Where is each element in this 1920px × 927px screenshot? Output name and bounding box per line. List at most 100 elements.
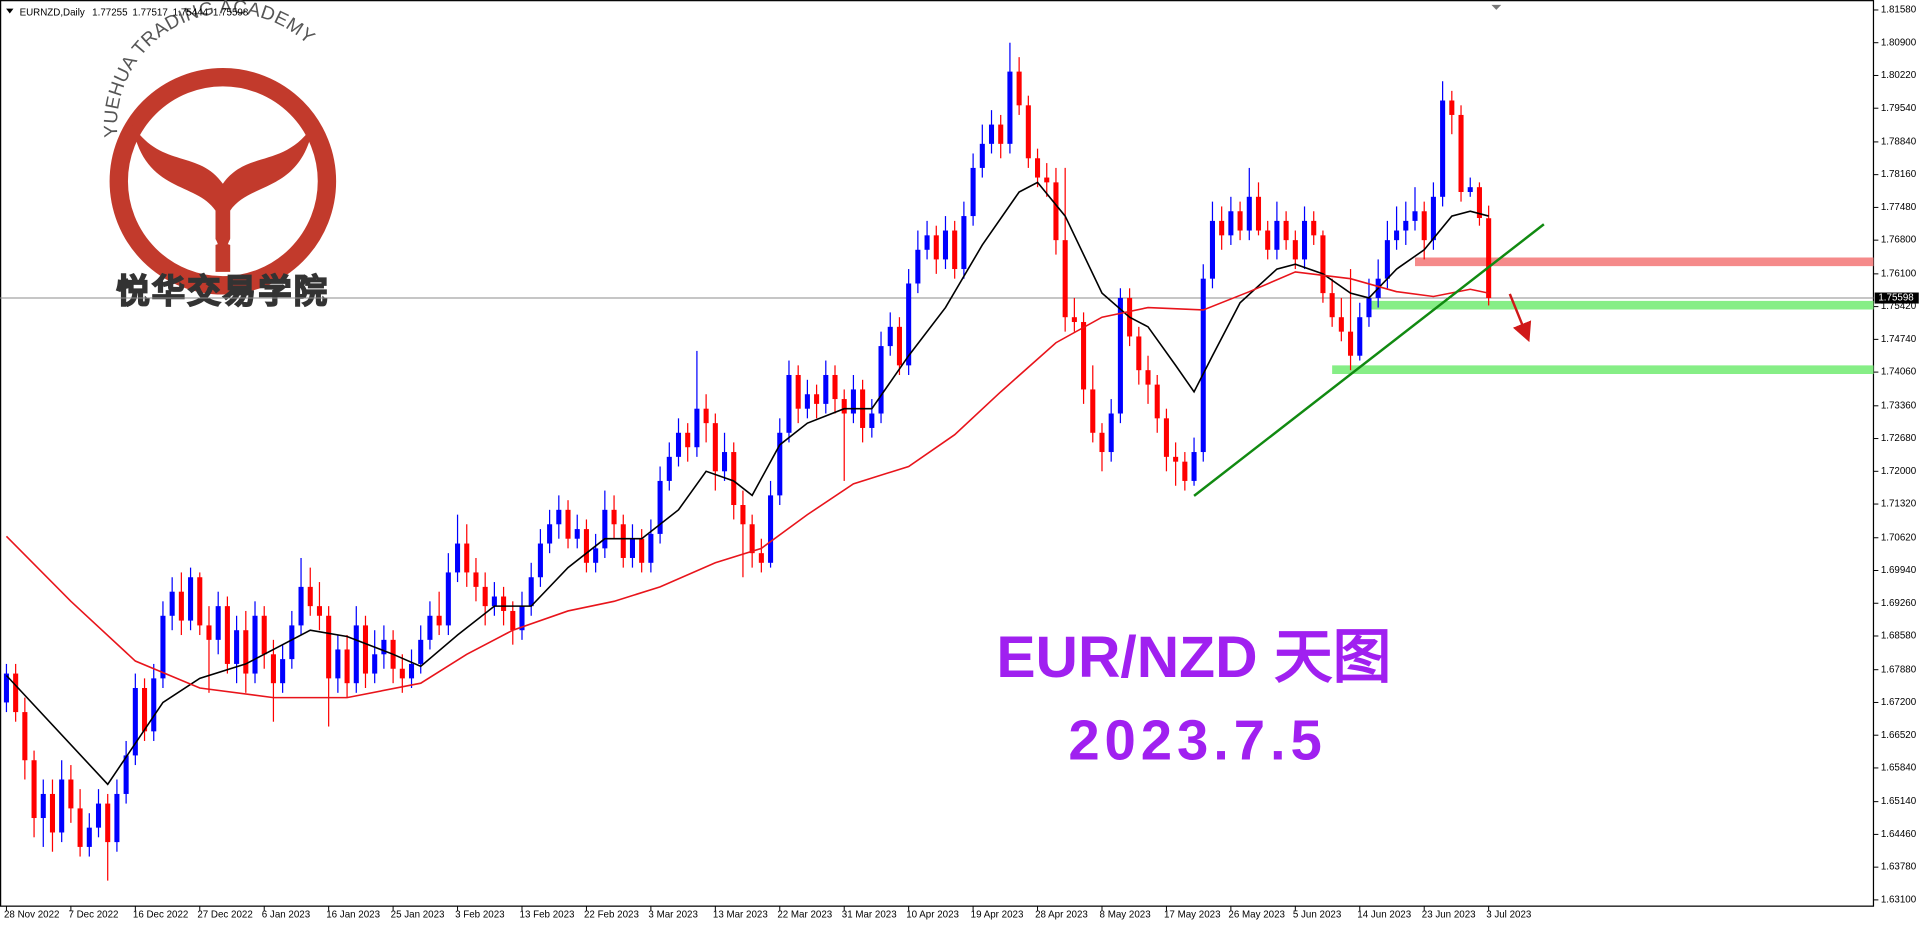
candle-body [427,615,433,640]
current-price-label: 1.75598 [1878,293,1914,304]
y-tick-label: 1.73360 [1881,400,1917,411]
candle-body [1394,230,1400,241]
candle-body [160,615,166,679]
candle-body [685,432,691,448]
y-tick-label: 1.70620 [1881,532,1917,543]
candle-body [298,586,304,626]
candle-body [1265,230,1271,250]
candle-body [95,803,102,828]
x-tick-label: 7 Dec 2022 [68,909,118,920]
candle-body [1467,187,1473,192]
candle-body [169,591,175,616]
x-tick-label: 3 Mar 2023 [648,909,698,920]
candle-body [464,543,470,573]
y-tick-label: 1.68580 [1881,631,1917,642]
candle-body [611,509,617,525]
candle-body [1274,220,1280,250]
x-tick-label: 28 Nov 2022 [4,909,59,920]
candle-body [510,610,516,631]
y-tick-label: 1.67200 [1881,697,1917,708]
candle-body [896,326,902,366]
x-tick-label: 26 May 2023 [1228,909,1285,920]
candle-body [1384,240,1390,279]
candle-body [1486,218,1492,299]
candle-body [289,625,295,660]
candle-body [749,524,755,554]
shift-marker [1491,4,1502,10]
candle-body [666,456,672,481]
low-value: 1.75444 [173,7,209,18]
candle-body [234,630,240,664]
y-tick-label: 1.74060 [1881,367,1917,378]
x-tick-label: 22 Mar 2023 [777,909,832,920]
candle-body [3,673,9,703]
candle-body [1154,384,1160,419]
plot-frame [0,0,1875,907]
candle-body [501,596,507,611]
logo-text-cn: 悦华交易学院 [116,273,329,311]
candle-body [473,572,479,587]
candle-body [602,509,608,549]
current-price-tag [1874,292,1919,304]
candle-body [740,505,746,525]
candle-body [703,408,709,424]
candle-body [942,230,949,260]
candle-body [979,143,985,168]
candle-body [1320,235,1326,294]
candle-body [22,712,28,761]
x-tick-label: 14 Jun 2023 [1357,909,1411,920]
candle-body [1007,71,1013,144]
candle-body [1173,456,1179,462]
candle-body [178,591,184,621]
y-tick-label: 1.72680 [1881,433,1917,444]
candle-body [528,577,534,607]
candle-body [924,235,930,250]
logo-emblem-detail [181,206,265,246]
candle-body [887,326,893,347]
logo-ring [109,67,337,295]
x-tick-label: 10 Apr 2023 [906,909,959,920]
candle-body [1458,114,1464,192]
candle-body [850,389,856,414]
candle-body [68,779,74,809]
candle-body [1182,461,1188,481]
candle-body [1209,220,1215,279]
x-tick-label: 8 May 2023 [1100,909,1152,920]
trendline [1193,223,1545,497]
x-tick-label: 5 Jun 2023 [1293,909,1342,920]
candle-body [1246,196,1252,231]
candle-body [399,668,405,679]
candle-body [1357,317,1363,356]
candle-body [13,673,19,713]
candle-body [1283,220,1289,241]
candle-body [620,524,626,558]
candle-body [270,654,276,684]
x-tick-label: 6 Jan 2023 [262,909,311,920]
candle-body [1311,220,1317,236]
candle-body [261,615,267,655]
y-tick-label: 1.65140 [1881,796,1917,807]
candle-body [114,793,120,843]
high-value: 1.77517 [132,7,167,18]
candle-body [1292,240,1298,260]
candle-body [142,688,148,732]
candle-body [132,688,138,756]
candle-body [639,538,645,563]
candle-body [491,596,497,607]
candle-body [335,649,341,679]
y-tick-label: 1.76800 [1881,235,1917,246]
candle-body [215,606,221,640]
y-tick-label: 1.69940 [1881,565,1917,576]
candle-body [188,577,194,621]
candle-body [1421,211,1427,241]
y-tick-label: 1.72000 [1881,466,1917,477]
down-arrow [1508,293,1532,343]
x-tick-label: 27 Dec 2022 [197,909,252,920]
candle-body [1016,71,1022,106]
x-tick-label: 17 May 2023 [1164,909,1221,920]
y-tick-label: 1.81580 [1881,5,1917,16]
candle-body [786,374,792,433]
candle-body [832,374,838,400]
candle-body [823,374,829,404]
